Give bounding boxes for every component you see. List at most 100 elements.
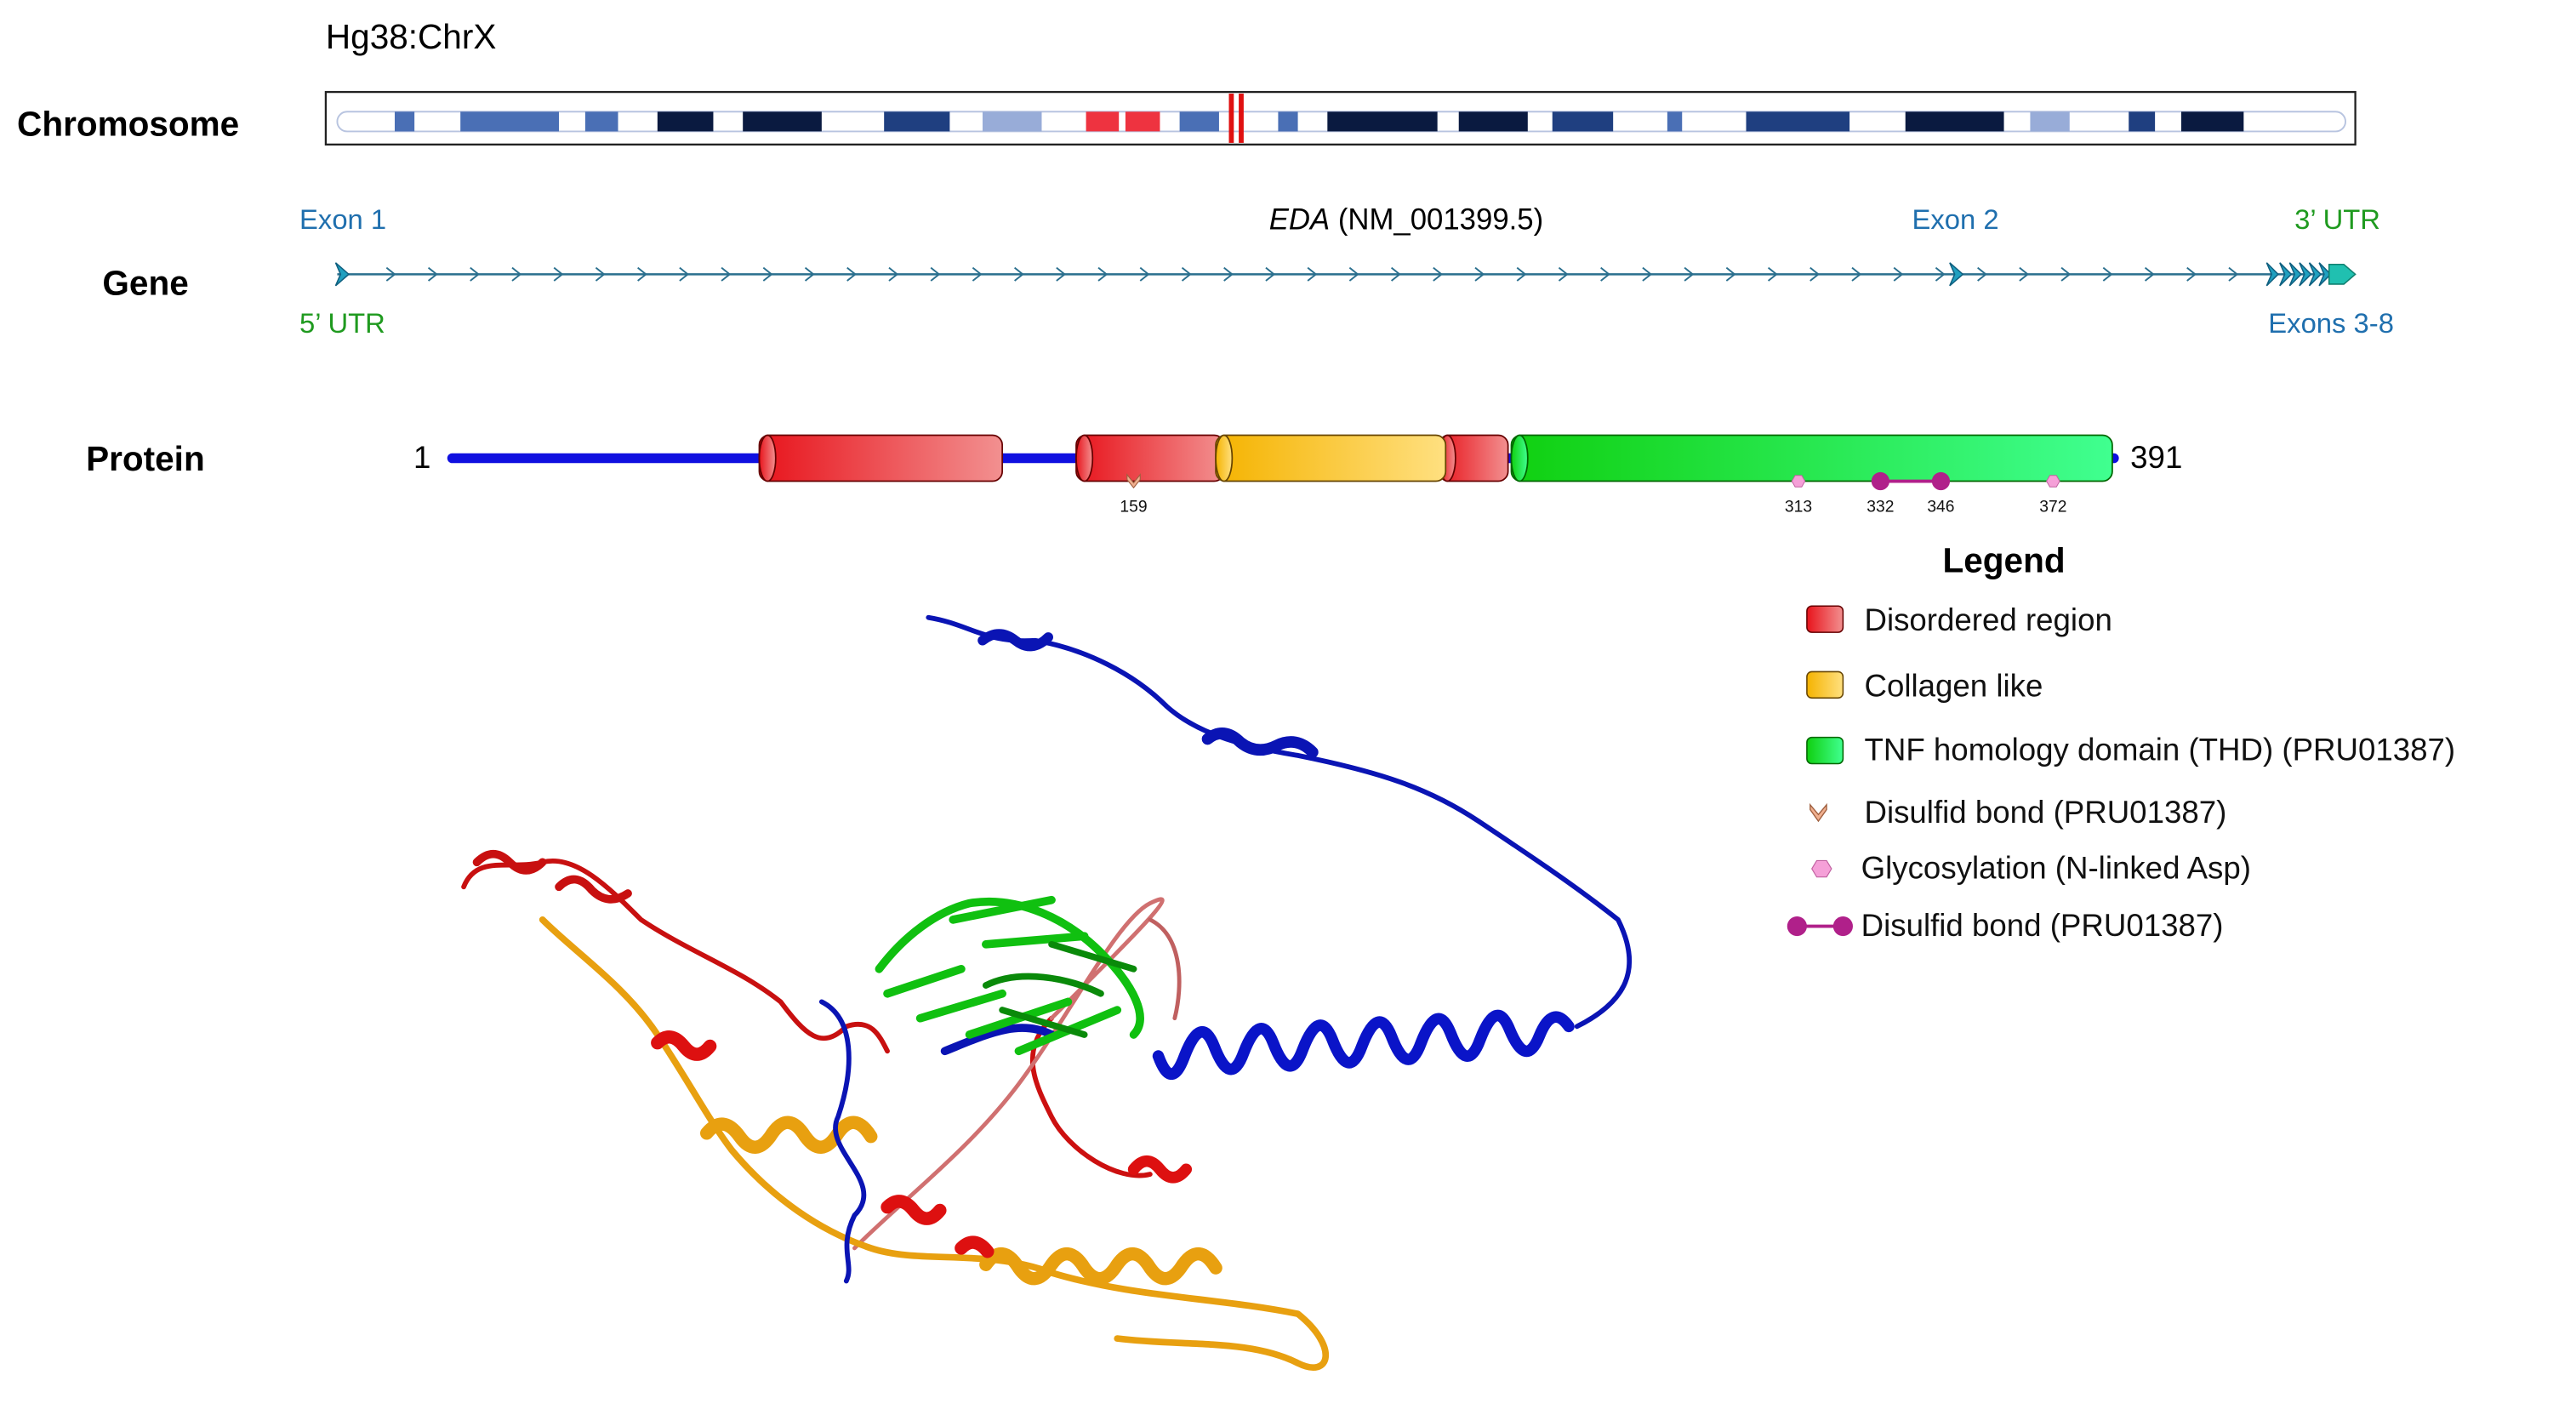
gene-symbol: EDA [1269, 204, 1330, 237]
locus-marker [1228, 94, 1234, 143]
intron-chevron [1139, 266, 1150, 282]
intron-chevron [1390, 266, 1401, 282]
chromosome-band [1905, 111, 2004, 132]
disulfide-site [1931, 471, 1951, 491]
intron-chevron [1600, 266, 1610, 282]
chromosome-band [1179, 111, 1219, 132]
gene-name: EDA (NM_001399.5) [1269, 204, 1543, 237]
utr-label: 5’ UTR [299, 307, 385, 339]
protein-track: 159 313 332 346 372 [447, 434, 2119, 516]
intron-chevron [972, 266, 983, 282]
domain-cap [1215, 434, 1234, 482]
chromosome-band [1552, 111, 1614, 132]
intron-chevron [511, 266, 522, 282]
intron-chevron [721, 266, 732, 282]
site-label: 313 [1785, 499, 1812, 516]
intron-chevron [1516, 266, 1527, 282]
site-label: 346 [1927, 499, 1954, 516]
domain [1215, 434, 1447, 482]
intron-chevron [930, 266, 941, 282]
intron-chevron [1725, 266, 1736, 282]
glycosylation-site [2046, 475, 2060, 488]
chromosome-band [2030, 111, 2070, 132]
chromosome-band [394, 111, 415, 132]
legend-icon [1809, 802, 1827, 823]
intron-chevron [1935, 266, 1946, 282]
intron-chevron [1181, 266, 1192, 282]
domain [1510, 434, 2113, 482]
exon [2299, 262, 2312, 287]
disulfide-site [1126, 473, 1141, 489]
row-label: Gene [102, 264, 188, 303]
chromosome-band [2181, 111, 2244, 132]
intron-chevron [637, 266, 647, 282]
legend-icon [1811, 859, 1832, 878]
intron-chevron [1767, 266, 1778, 282]
intron-chevron [1307, 266, 1318, 282]
assembly: Hg38:ChrX [326, 17, 496, 56]
legend-icon [1787, 916, 1853, 937]
row-label: Protein [86, 439, 205, 478]
exon-label: Exon 1 [299, 203, 386, 235]
exon [2279, 262, 2293, 287]
intron-chevron [1223, 266, 1234, 282]
site-label: 159 [1120, 499, 1147, 516]
row-label: Chromosome [17, 104, 239, 143]
legend-item: Disulfid bond (PRU01387) [1864, 795, 2226, 830]
intron-chevron [1056, 266, 1067, 282]
chromosome-band [1746, 111, 1850, 132]
legend-icon [1806, 670, 1844, 699]
intron-chevron [1348, 266, 1359, 282]
legend-icon [1806, 736, 1844, 765]
intron-chevron [1809, 266, 1820, 282]
chromosome-band [584, 111, 618, 132]
chromosome-band [1458, 111, 1528, 132]
intron-chevron [2102, 266, 2113, 282]
exon [2318, 262, 2332, 287]
legend-item: Glycosylation (N-linked Asp) [1861, 851, 2251, 886]
intron-chevron [1097, 266, 1108, 282]
exon [2328, 263, 2357, 285]
protein-structure [461, 614, 1633, 1371]
protein-end: 391 [2130, 440, 2182, 475]
domain-cap [1510, 434, 1529, 482]
chromosome-band [1086, 111, 1120, 132]
domain [758, 434, 1004, 482]
intron-chevron [2144, 266, 2155, 282]
intron-chevron [679, 266, 690, 282]
intron-chevron [1684, 266, 1695, 282]
intron-chevron [804, 266, 815, 282]
intron-chevron [1851, 266, 1862, 282]
exon-label: Exon 2 [1912, 203, 1998, 235]
chromosome-band [1278, 111, 1298, 132]
exon [2308, 262, 2322, 287]
chromosome-band [2129, 111, 2156, 132]
sites: 159 313 332 346 372 [1120, 471, 2066, 516]
intron-chevron [762, 266, 773, 282]
intron-chevron [1014, 266, 1024, 282]
locus-marker [1239, 94, 1244, 143]
site-label: 372 [2039, 499, 2066, 516]
chromosome-band [1667, 111, 1683, 132]
intron-chevron [1558, 266, 1569, 282]
domain-cap [758, 434, 777, 482]
disulfide-site [1871, 471, 1890, 491]
intron-chevron [1642, 266, 1653, 282]
intron-chevron [2019, 266, 2030, 282]
exon [1949, 262, 1964, 287]
chromosome-band [982, 111, 1042, 132]
chromosome-band [1327, 111, 1438, 132]
intron-chevron [2228, 266, 2239, 282]
legend-title: Legend [1943, 541, 2066, 580]
utr-label: 3’ UTR [2294, 203, 2380, 235]
legend-item: Disulfid bond (PRU01387) [1861, 908, 2224, 943]
intron-chevron [2060, 266, 2072, 282]
chromosome-band [743, 111, 822, 132]
intron-chevron [1433, 266, 1444, 282]
intron-chevron [595, 266, 606, 282]
exon [2288, 262, 2302, 287]
intron-chevron [888, 266, 899, 282]
legend-item: Disordered region [1864, 602, 2112, 637]
